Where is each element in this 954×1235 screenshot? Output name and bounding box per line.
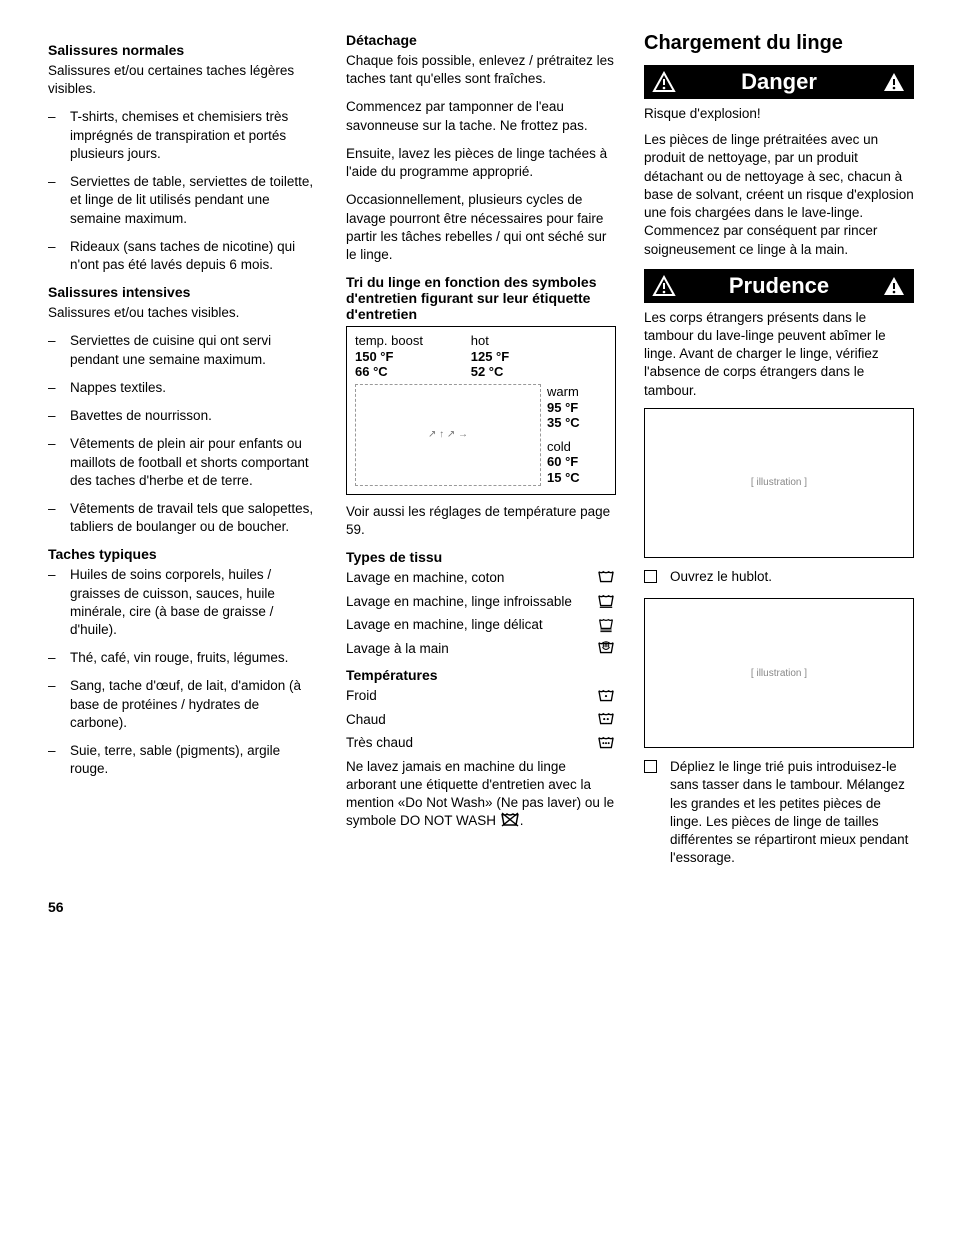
list-stains: Huiles de soins corporels, huiles / grai… bbox=[48, 566, 318, 778]
warning-triangle-outline-icon bbox=[652, 71, 676, 93]
illustration-open-door-icon: [ illustration ] bbox=[644, 408, 914, 558]
prudence-word: Prudence bbox=[729, 273, 829, 299]
temp-label: Froid bbox=[346, 687, 584, 705]
danger-banner: Danger bbox=[644, 65, 914, 99]
nowash-text-a: Ne lavez jamais en machine du linge arbo… bbox=[346, 759, 614, 829]
page: Salissures normales Salissures et/ou cer… bbox=[48, 32, 914, 879]
temp-row: Chaud bbox=[346, 711, 616, 729]
list-normal: T-shirts, chemises et chemisiers très im… bbox=[48, 108, 318, 274]
prudence-body: Les corps étrangers présents dans le tam… bbox=[644, 309, 914, 400]
para: Commencez par tamponner de l'eau savonne… bbox=[346, 98, 616, 134]
list-intensive: Serviettes de cuisine qui ont servi pend… bbox=[48, 332, 318, 536]
page-number: 56 bbox=[48, 899, 914, 915]
para: Ensuite, lavez les pièces de linge taché… bbox=[346, 145, 616, 181]
sort-diagram: temp. boost 150 °F 66 °C hot 125 °F 52 °… bbox=[346, 326, 616, 494]
danger-word: Danger bbox=[741, 69, 817, 95]
fabric-label: Lavage à la main bbox=[346, 640, 584, 658]
diagram-cold-label: cold bbox=[547, 439, 571, 454]
warning-triangle-solid-icon bbox=[882, 275, 906, 297]
list-item: Vêtements de travail tels que salopettes… bbox=[70, 500, 318, 536]
para-normal: Salissures et/ou certaines taches légère… bbox=[48, 62, 318, 98]
diagram-warm-label: warm bbox=[547, 384, 579, 399]
step-item: Dépliez le linge trié puis introduisez-l… bbox=[670, 758, 914, 867]
diagram-boost-f: 150 °F bbox=[355, 349, 393, 364]
para-ref: Voir aussi les réglages de température p… bbox=[346, 503, 616, 539]
list-item: Vêtements de plein air pour enfants ou m… bbox=[70, 435, 318, 490]
list-item: Bavettes de nourrisson. bbox=[70, 407, 318, 425]
heading-stains: Taches typiques bbox=[48, 546, 318, 562]
heading-temps: Températures bbox=[346, 667, 616, 683]
heading-sort: Tri du linge en fonction des symboles d'… bbox=[346, 274, 616, 322]
diagram-hot-c: 52 °C bbox=[471, 364, 504, 379]
diagram-cold-f: 60 °F bbox=[547, 454, 578, 469]
heading-detach: Détachage bbox=[346, 32, 616, 48]
nowash-icon bbox=[500, 813, 520, 828]
column-2: Détachage Chaque fois possible, enlevez … bbox=[346, 32, 616, 879]
list-item: Suie, terre, sable (pigments), argile ro… bbox=[70, 742, 318, 778]
step-list: Dépliez le linge trié puis introduisez-l… bbox=[644, 758, 914, 867]
fabric-label: Lavage en machine, linge infroissable bbox=[346, 593, 584, 611]
para-intensive: Salissures et/ou taches visibles. bbox=[48, 304, 318, 322]
sketch-placeholder-icon: ↗ ↑ ↗ → bbox=[355, 384, 541, 486]
diagram-cold-c: 15 °C bbox=[547, 470, 580, 485]
diagram-boost-c: 66 °C bbox=[355, 364, 388, 379]
prudence-banner: Prudence bbox=[644, 269, 914, 303]
column-1: Salissures normales Salissures et/ou cer… bbox=[48, 32, 318, 879]
danger-body: Les pièces de linge prétraitées avec un … bbox=[644, 131, 914, 259]
list-item: Huiles de soins corporels, huiles / grai… bbox=[70, 566, 318, 639]
para-nowash: Ne lavez jamais en machine du linge arbo… bbox=[346, 758, 616, 831]
warning-triangle-solid-icon bbox=[882, 71, 906, 93]
wash-dot2-icon bbox=[592, 711, 616, 729]
heading-intensive: Salissures intensives bbox=[48, 284, 318, 300]
list-item: Serviettes de table, serviettes de toile… bbox=[70, 173, 318, 228]
diagram-warm-c: 35 °C bbox=[547, 415, 580, 430]
fabric-row: Lavage en machine, linge infroissable bbox=[346, 593, 616, 611]
fabric-label: Lavage en machine, linge délicat bbox=[346, 616, 584, 634]
temp-row: Très chaud bbox=[346, 734, 616, 752]
nowash-text-b: . bbox=[520, 813, 524, 828]
wash-dot1-icon bbox=[592, 687, 616, 705]
temp-row: Froid bbox=[346, 687, 616, 705]
heading-normal: Salissures normales bbox=[48, 42, 318, 58]
fabric-row: Lavage en machine, linge délicat bbox=[346, 616, 616, 634]
wash-tub-icon bbox=[592, 569, 616, 587]
column-3: Chargement du linge Danger Risque d'expl… bbox=[644, 32, 914, 879]
heading-load: Chargement du linge bbox=[644, 32, 914, 55]
fabric-row: Lavage à la main bbox=[346, 640, 616, 658]
wash-hand-icon bbox=[592, 640, 616, 658]
diagram-warm-f: 95 °F bbox=[547, 400, 578, 415]
illustration-load-laundry-icon: [ illustration ] bbox=[644, 598, 914, 748]
wash-tub-2bar-icon bbox=[592, 616, 616, 634]
diagram-hot-f: 125 °F bbox=[471, 349, 509, 364]
temp-label: Chaud bbox=[346, 711, 584, 729]
wash-dot3-icon bbox=[592, 734, 616, 752]
list-item: Thé, café, vin rouge, fruits, légumes. bbox=[70, 649, 318, 667]
warning-triangle-outline-icon bbox=[652, 275, 676, 297]
step-item: Ouvrez le hublot. bbox=[670, 568, 914, 586]
list-item: Sang, tache d'œuf, de lait, d'amidon (à … bbox=[70, 677, 318, 732]
wash-tub-bar-icon bbox=[592, 593, 616, 611]
list-item: T-shirts, chemises et chemisiers très im… bbox=[70, 108, 318, 163]
fabric-label: Lavage en machine, coton bbox=[346, 569, 584, 587]
heading-types: Types de tissu bbox=[346, 549, 616, 565]
diagram-boost-label: temp. boost bbox=[355, 333, 423, 348]
para: Chaque fois possible, enlevez / prétrait… bbox=[346, 52, 616, 88]
list-item: Rideaux (sans taches de nicotine) qui n'… bbox=[70, 238, 318, 274]
diagram-hot-label: hot bbox=[471, 333, 489, 348]
danger-head: Risque d'explosion! bbox=[644, 105, 914, 123]
para: Occasionnellement, plusieurs cycles de l… bbox=[346, 191, 616, 264]
step-list: Ouvrez le hublot. bbox=[644, 568, 914, 586]
list-item: Serviettes de cuisine qui ont servi pend… bbox=[70, 332, 318, 368]
temp-label: Très chaud bbox=[346, 734, 584, 752]
list-item: Nappes textiles. bbox=[70, 379, 318, 397]
fabric-row: Lavage en machine, coton bbox=[346, 569, 616, 587]
